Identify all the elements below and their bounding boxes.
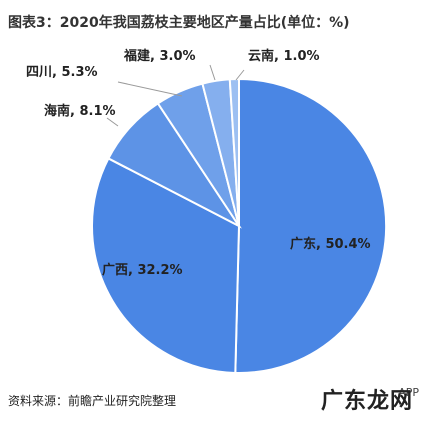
chart-title: 图表3：2020年我国荔枝主要地区产量占比(单位：%) xyxy=(8,15,350,31)
leader-line-6 xyxy=(235,69,245,81)
pie-slice-1 xyxy=(234,77,388,374)
slice-label-6: 云南, 1.0% xyxy=(248,48,320,64)
pie-slices xyxy=(90,77,388,374)
slice-label-5: 福建, 3.0% xyxy=(123,48,196,64)
slice-labels: 广东, 50.4% 广西, 32.2% 海南, 8.1% 四川, 5.3% 福建, 3.… xyxy=(26,48,371,278)
slice-label-3: 海南, 8.1% xyxy=(44,103,116,119)
source-note: 资料来源：前瞻产业研究院整理 xyxy=(8,394,177,408)
leader-lines xyxy=(106,64,245,127)
leader-line-5 xyxy=(209,64,216,81)
pie-slice-2 xyxy=(90,157,241,374)
slice-label-1: 广东, 50.4% xyxy=(290,236,371,252)
watermark-logo: 广东龙网 xyxy=(320,388,413,414)
watermark-tag: APP xyxy=(398,386,419,399)
slice-label-2: 广西, 32.2% xyxy=(102,262,183,278)
leader-line-4 xyxy=(117,81,183,97)
leader-line-3 xyxy=(106,117,119,127)
slice-label-4: 四川, 5.3% xyxy=(26,65,98,80)
pie-slice-6 xyxy=(228,77,240,227)
